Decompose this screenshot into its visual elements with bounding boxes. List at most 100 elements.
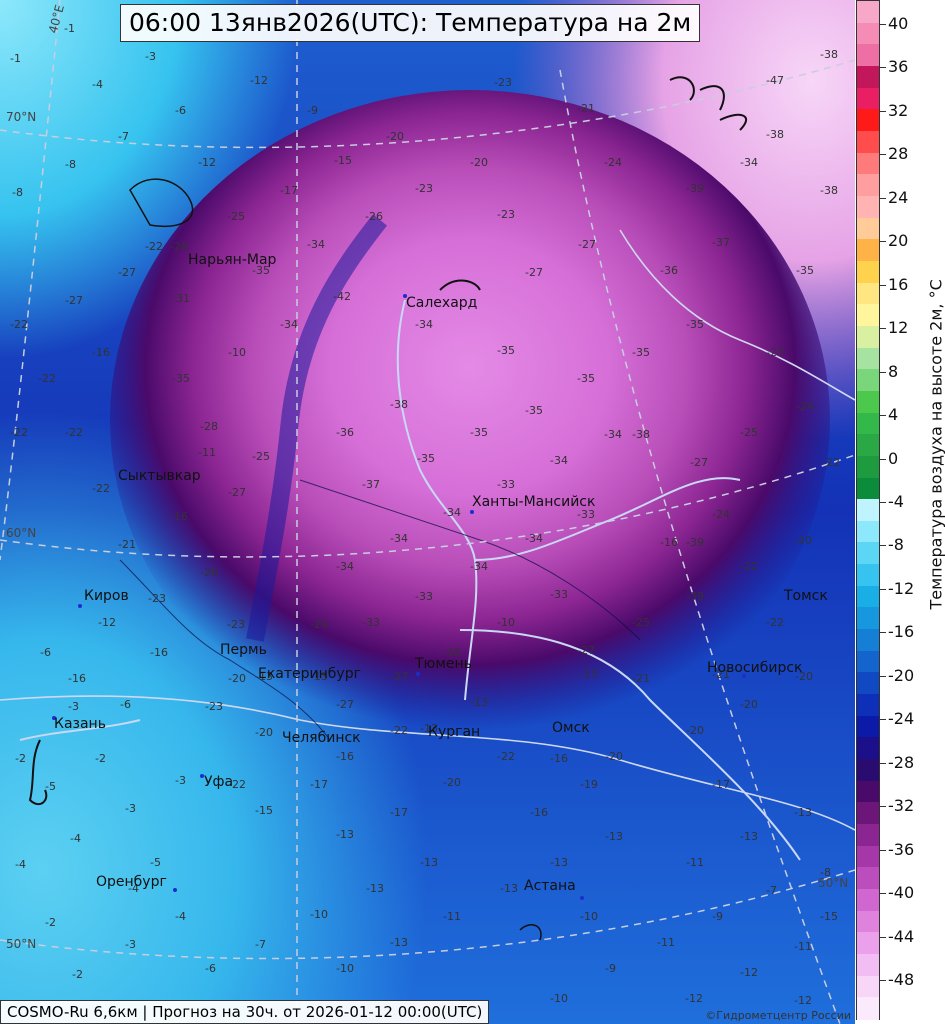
value-label: -22 [10, 318, 28, 331]
value-label: -6 [175, 104, 186, 117]
colorbar-segment [857, 650, 879, 674]
value-label: -10 [580, 910, 598, 923]
city-marker [78, 604, 82, 608]
value-label: -13 [550, 856, 568, 869]
value-label: -22 [65, 426, 83, 439]
value-label: -12 [685, 992, 703, 1005]
colorbar-segment [857, 629, 879, 652]
value-label: -22 [92, 482, 110, 495]
city-marker [200, 774, 204, 778]
colorbar-tick [880, 936, 886, 938]
colorbar-tick [880, 719, 886, 721]
colorbar-segment [857, 109, 879, 132]
value-label: -13 [336, 828, 354, 841]
value-label: -3 [175, 774, 186, 787]
value-label: -19 [580, 778, 598, 791]
value-label: -6 [205, 962, 216, 975]
colorbar-segment [857, 434, 879, 457]
colorbar-tick-label: 32 [888, 100, 909, 120]
value-label: -7 [766, 884, 777, 897]
value-label: -4 [128, 882, 139, 895]
value-label: -20 [686, 724, 704, 737]
value-label: -36 [660, 264, 678, 277]
value-label: -35 [686, 318, 704, 331]
value-label: -4 [92, 78, 103, 91]
colorbar-segment [857, 22, 879, 45]
colorbar-tick [880, 502, 886, 503]
value-label: -9 [712, 910, 723, 923]
value-label: -27 [228, 486, 246, 499]
city-marker [580, 896, 584, 900]
value-label: -16 [660, 536, 678, 549]
colorbar-segment [857, 347, 879, 370]
value-label: -21 [712, 668, 730, 681]
colorbar-segment [857, 260, 879, 284]
value-label: -22 [497, 750, 515, 763]
value-label: -20 [605, 750, 623, 763]
value-label: -23 [494, 76, 512, 89]
city-tyumen: Тюмень [415, 656, 472, 672]
value-label: -22 [390, 724, 408, 737]
value-label: -34 [336, 560, 354, 573]
colorbar-tick [880, 110, 886, 112]
value-label: -34 [525, 532, 543, 545]
value-label: -11 [443, 910, 461, 923]
value-label: -16 [92, 346, 110, 359]
colorbar [856, 0, 880, 1020]
value-label: -13 [470, 696, 488, 709]
value-label: -34 [415, 318, 433, 331]
colorbar-tick-label: 4 [888, 405, 899, 425]
colorbar-tick-label: -8 [888, 535, 904, 555]
value-label: -34 [604, 428, 622, 441]
value-label: -38 [390, 398, 408, 411]
colorbar-tick [880, 197, 886, 199]
value-label: -13 [420, 722, 438, 735]
value-label: -27 [65, 294, 83, 307]
value-label: -8 [12, 186, 23, 199]
value-label: -34 [740, 156, 758, 169]
colorbar-tick [880, 284, 886, 286]
value-label: -16 [550, 752, 568, 765]
value-label: -26 [200, 566, 218, 579]
value-label: -35 [796, 264, 814, 277]
colorbar-segment [857, 780, 879, 803]
value-label: -12 [250, 74, 268, 87]
value-label: -6 [40, 646, 51, 659]
value-label: -33 [415, 590, 433, 603]
colorbar-segment [857, 564, 879, 587]
value-label: -12 [740, 966, 758, 979]
value-label: -36 [336, 426, 354, 439]
colorbar-segment [857, 954, 879, 977]
colorbar-tick-label: 36 [888, 57, 909, 77]
colorbar-segment [857, 477, 879, 500]
colorbar-segment [857, 997, 879, 1020]
lat-label-50n-right: 50°N [818, 876, 849, 890]
city-yekaterinburg: Екатеринбург [258, 666, 361, 682]
value-label: -6 [120, 698, 131, 711]
colorbar-segment [857, 585, 879, 609]
colorbar-segment [857, 44, 879, 67]
colorbar-segment [857, 542, 879, 565]
colorbar-tick-label: -28 [888, 752, 915, 772]
colorbar-tick-label: 0 [888, 448, 899, 468]
colorbar-tick [880, 545, 886, 547]
value-label: -17 [712, 778, 730, 791]
value-label: -13 [740, 830, 758, 843]
colorbar-segment [857, 932, 879, 955]
value-label: -27 [336, 698, 354, 711]
colorbar-segment [857, 455, 879, 479]
colorbar-tick [880, 458, 886, 460]
colorbar-tick-label: -40 [888, 883, 915, 903]
value-label: -2 [15, 752, 26, 765]
value-label: -10 [336, 962, 354, 975]
value-label: -31 [172, 292, 190, 305]
city-novosibirsk: Новосибирск [707, 660, 803, 676]
value-label: -38 [820, 184, 838, 197]
value-label: -33 [577, 508, 595, 521]
colorbar-segment [857, 694, 879, 717]
value-label: -39 [686, 182, 704, 195]
value-label: -28 [200, 420, 218, 433]
value-label: -24 [796, 400, 814, 413]
value-label: -37 [362, 478, 380, 491]
map-title: 06:00 13янв2026(UTC): Температура на 2м [120, 4, 701, 42]
